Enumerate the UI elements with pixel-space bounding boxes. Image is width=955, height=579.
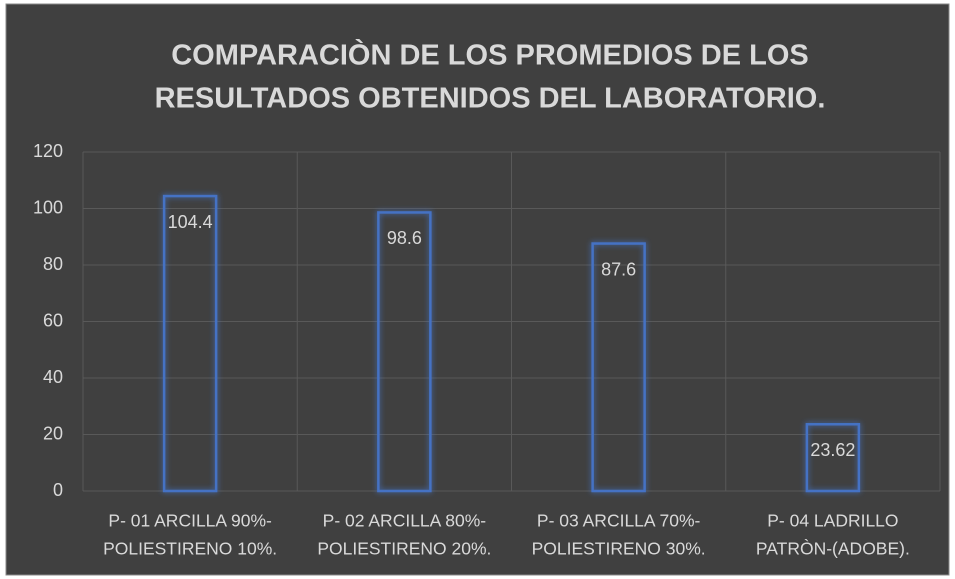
y-tick-label: 20 <box>43 423 63 443</box>
chart-title: RESULTADOS OBTENIDOS DEL LABORATORIO. <box>155 83 826 115</box>
y-tick-label: 0 <box>53 480 63 500</box>
y-tick-label: 40 <box>43 367 63 387</box>
bar <box>591 242 646 493</box>
x-tick-label: POLIESTIRENO 20%. <box>317 539 491 559</box>
x-tick-label: P- 04 LADRILLO <box>767 511 898 531</box>
y-tick-label: 120 <box>33 141 63 161</box>
y-tick-label: 100 <box>33 197 63 217</box>
x-tick-label: PATRÒN-(ADOBE). <box>756 538 910 559</box>
x-tick-label: P- 02 ARCILLA 80%- <box>323 511 487 531</box>
chart-title: COMPARACIÒN DE LOS PROMEDIOS DE LOS <box>171 38 809 72</box>
data-label: 23.62 <box>810 440 855 460</box>
bar <box>377 211 432 493</box>
data-label: 98.6 <box>387 228 422 248</box>
data-label: 87.6 <box>601 259 636 279</box>
data-label: 104.4 <box>168 212 213 232</box>
x-tick-label: POLIESTIRENO 30%. <box>532 539 706 559</box>
y-tick-label: 80 <box>43 254 63 274</box>
x-tick-label: POLIESTIRENO 10%. <box>103 539 277 559</box>
bar <box>162 194 218 493</box>
y-tick-label: 60 <box>43 310 63 330</box>
bar <box>805 423 861 493</box>
x-tick-label: P- 03 ARCILLA 70%- <box>537 511 701 531</box>
x-tick-label: P- 01 ARCILLA 90%- <box>108 511 272 531</box>
